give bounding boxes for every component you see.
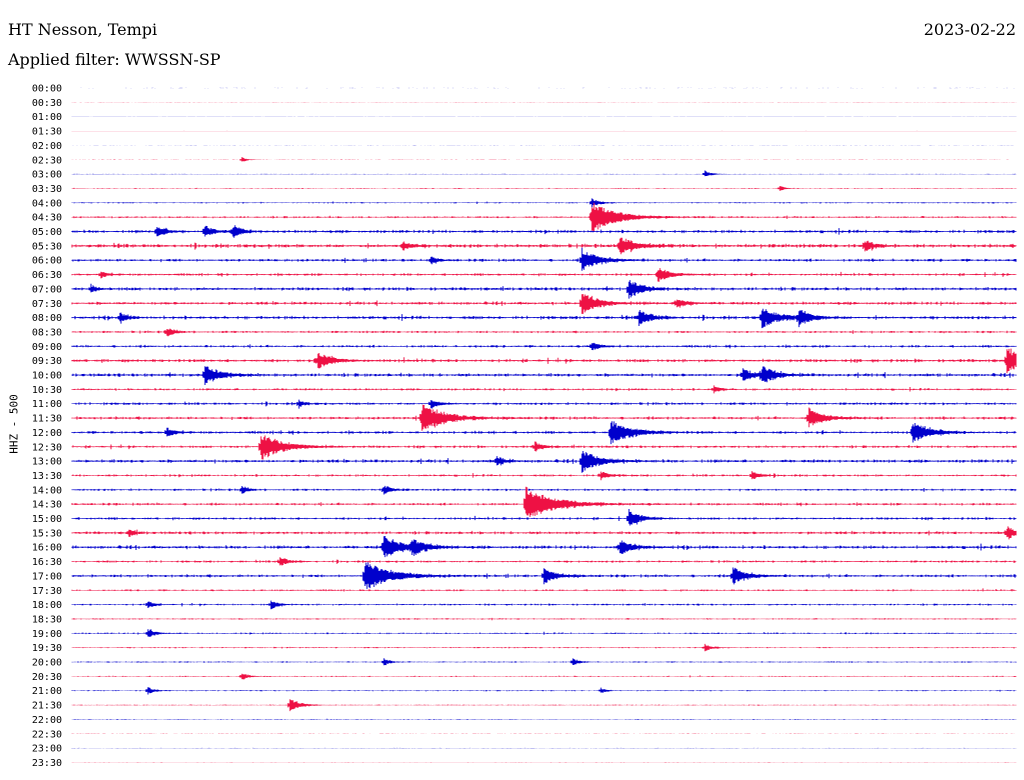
seismogram-trace [71,202,1017,232]
seismogram-trace [71,536,1017,558]
time-tick-label: 20:30 [32,672,62,683]
time-tick-label: 17:00 [32,571,62,582]
time-tick-label: 05:30 [32,241,62,252]
time-tick-label: 09:00 [32,342,62,353]
time-tick-label: 22:00 [32,715,62,726]
seismogram-trace [71,471,1017,481]
time-tick-label: 00:00 [32,84,62,95]
time-tick-label: 16:30 [32,557,62,568]
seismogram-trace [71,562,1017,589]
seismogram-trace [71,198,1017,208]
time-tick-label: 06:00 [32,256,62,267]
time-tick-label: 04:00 [32,198,62,209]
applied-filter-label: Applied filter: WWSSN-SP [8,50,221,69]
time-tick-label: 13:30 [32,471,62,482]
time-tick-label: 20:00 [32,658,62,669]
time-tick-label: 07:30 [32,299,62,310]
time-tick-label: 02:00 [32,141,62,152]
time-tick-label: 19:00 [32,629,62,640]
seismogram-trace [71,342,1017,351]
time-tick-label: 23:30 [32,758,62,769]
time-tick-label: 07:00 [32,284,62,295]
seismogram-trace [71,328,1017,337]
seismogram-trace [71,268,1017,282]
time-tick-label: 12:00 [32,428,62,439]
time-tick-label: 01:00 [32,112,62,123]
seismogram-trace [71,385,1017,394]
seismogram-trace [71,247,1017,271]
time-tick-label: 19:30 [32,643,62,654]
seismogram-trace [71,404,1017,431]
time-tick-label: 04:30 [32,213,62,224]
seismogram-trace [71,435,1017,460]
time-tick-label: 21:30 [32,701,62,712]
station-title: HT Nesson, Tempi [8,20,158,39]
seismogram-trace [71,294,1017,314]
seismogram-trace [71,643,1017,652]
time-tick-label: 02:30 [32,155,62,166]
seismogram-trace [71,629,1017,637]
time-tick-label: 11:30 [32,414,62,425]
time-tick-label: 12:30 [32,442,62,453]
time-tick-label: 15:00 [32,514,62,525]
seismogram-trace [71,718,1017,720]
time-tick-label: 05:00 [32,227,62,238]
seismogram-trace [71,237,1017,255]
time-tick-label: 00:30 [32,98,62,109]
time-tick-label: 15:30 [32,528,62,539]
seismogram-trace [71,658,1017,666]
seismogram-trace [71,280,1017,299]
seismogram-trace [71,485,1017,495]
seismogram-trace [71,617,1017,621]
seismogram-trace [71,509,1017,526]
time-tick-label: 01:30 [32,127,62,138]
seismogram-trace [71,600,1017,610]
seismogram-trace [71,526,1017,540]
time-tick-label: 14:30 [32,500,62,511]
seismogram-trace [71,687,1017,695]
seismogram-trace [71,399,1017,409]
time-tick-label: 16:00 [32,543,62,554]
time-tick-label: 09:30 [32,356,62,367]
time-tick-label: 18:00 [32,600,62,611]
seismogram-trace [71,421,1017,445]
recording-date: 2023-02-22 [923,20,1016,39]
time-tick-label: 11:00 [32,399,62,410]
seismogram-trace [71,366,1017,385]
time-tick-label: 06:30 [32,270,62,281]
seismogram-trace [71,308,1017,329]
seismogram-trace [71,186,1017,191]
seismogram-trace [71,157,1017,162]
time-tick-label: 14:00 [32,485,62,496]
seismogram-trace [71,673,1017,680]
seismogram-trace [71,348,1017,374]
seismogram-trace [71,699,1017,712]
time-tick-label: 22:30 [32,729,62,740]
time-tick-label: 08:00 [32,313,62,324]
time-tick-label: 03:30 [32,184,62,195]
time-tick-label: 21:00 [32,686,62,697]
seismogram-trace [71,170,1017,177]
time-tick-label: 03:00 [32,170,62,181]
seismogram-trace [71,486,1017,517]
time-tick-label: 10:00 [32,371,62,382]
seismogram-trace [71,225,1017,238]
time-tick-label: 17:30 [32,586,62,597]
seismogram-trace [71,557,1017,566]
time-tick-label: 23:00 [32,744,62,755]
time-tick-label: 18:30 [32,614,62,625]
time-tick-label: 10:30 [32,385,62,396]
seismogram-trace [71,451,1017,473]
time-tick-label: 08:30 [32,327,62,338]
time-tick-label: 13:00 [32,457,62,468]
seismogram-trace [71,588,1017,592]
